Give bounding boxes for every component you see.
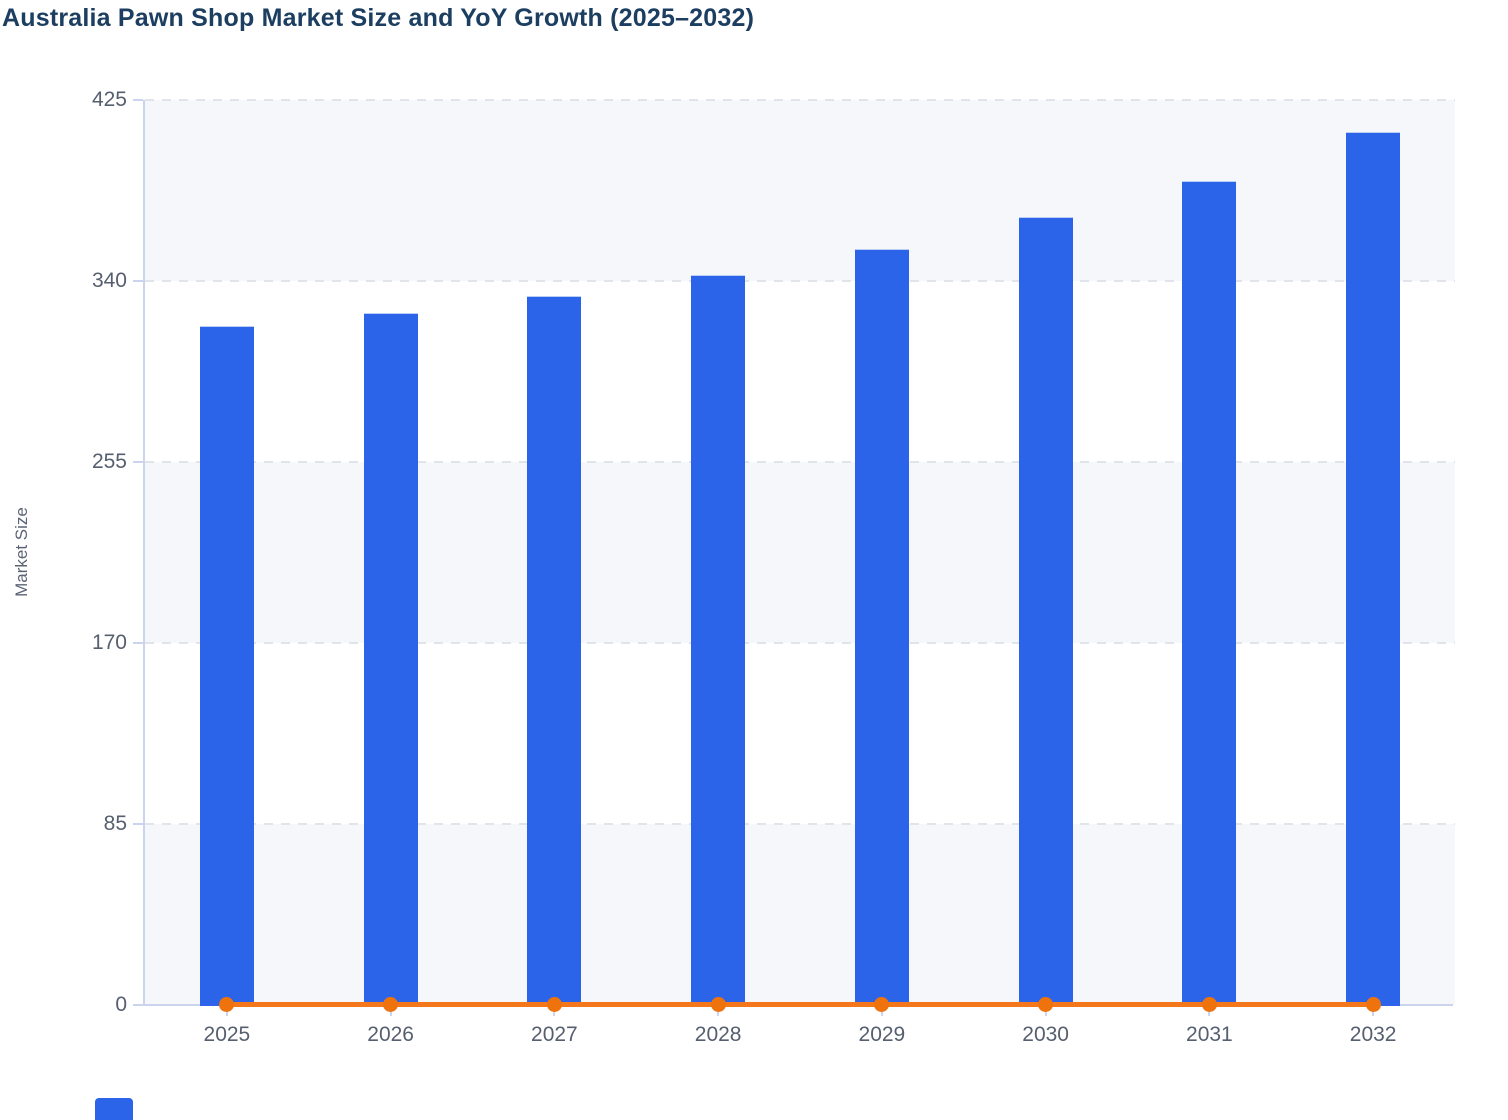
gridline-y-425 <box>145 99 1455 101</box>
x-axis-label-2029: 2029 <box>858 1023 906 1046</box>
chart-title: Australia Pawn Shop Market Size and YoY … <box>2 4 755 32</box>
y-axis-tick-label: 340 <box>91 269 127 292</box>
bar-market-size-2031 <box>1182 180 1237 1006</box>
x-axis-label-2027: 2027 <box>531 1023 578 1046</box>
bar-market-size-2027 <box>527 295 582 1006</box>
y-axis-tick <box>133 280 143 282</box>
yoy-growth-line <box>226 1002 1374 1007</box>
x-axis-label-2025: 2025 <box>203 1023 251 1046</box>
yoy-growth-marker-2028 <box>710 997 726 1012</box>
x-axis-label-2026: 2026 <box>367 1023 414 1046</box>
y-axis-tick <box>133 99 143 101</box>
bar-market-size-2029 <box>854 249 909 1006</box>
y-axis-tick-label: 0 <box>115 993 127 1016</box>
y-axis-tick-label: 255 <box>91 450 127 473</box>
y-axis-tick <box>133 642 143 644</box>
bar-market-size-2032 <box>1346 131 1401 1006</box>
gridline-y-170 <box>145 642 1455 644</box>
yoy-growth-marker-2031 <box>1201 997 1217 1012</box>
yoy-growth-marker-2029 <box>874 997 890 1012</box>
plot-background-band <box>145 281 1455 462</box>
y-axis-title: Market Size <box>12 507 31 597</box>
yoy-growth-marker-2026 <box>383 997 399 1012</box>
x-axis-label-2032: 2032 <box>1349 1023 1397 1046</box>
yoy-growth-marker-2027 <box>546 997 562 1012</box>
bar-market-size-2030 <box>1018 217 1073 1006</box>
gridline-y-340 <box>145 280 1455 282</box>
plot-background-band <box>145 100 1455 281</box>
x-axis-label-2028: 2028 <box>694 1023 742 1046</box>
y-axis-tick <box>133 823 143 825</box>
yoy-growth-marker-2025 <box>219 997 235 1012</box>
plot-background-band <box>145 824 1455 1005</box>
yoy-growth-marker-2032 <box>1365 997 1381 1012</box>
x-axis-label-2030: 2030 <box>1022 1023 1069 1046</box>
y-axis-tick <box>133 461 143 463</box>
yoy-growth-marker-2030 <box>1038 997 1054 1012</box>
y-axis-tick-label: 425 <box>91 88 127 111</box>
y-axis-tick-label: 170 <box>91 631 127 654</box>
gridline-y-255 <box>145 461 1455 463</box>
plot-background-band <box>145 643 1455 824</box>
bar-market-size-2026 <box>363 312 418 1006</box>
bar-market-size-2028 <box>691 274 746 1006</box>
legend-swatch-market-size-cutoff[interactable] <box>95 1098 133 1120</box>
gridline-y-85 <box>145 823 1455 825</box>
y-axis-tick-label: 85 <box>103 812 127 835</box>
x-axis-label-2031: 2031 <box>1186 1023 1233 1046</box>
y-axis-line <box>143 100 145 1005</box>
y-axis-tick <box>133 1004 143 1006</box>
plot-area: 0 85 170 255 340 425 2025 2026 2027 2028 2029 2030 2… <box>92 88 1455 1046</box>
plot-background-band <box>145 462 1455 643</box>
bar-market-size-2025 <box>199 325 254 1006</box>
